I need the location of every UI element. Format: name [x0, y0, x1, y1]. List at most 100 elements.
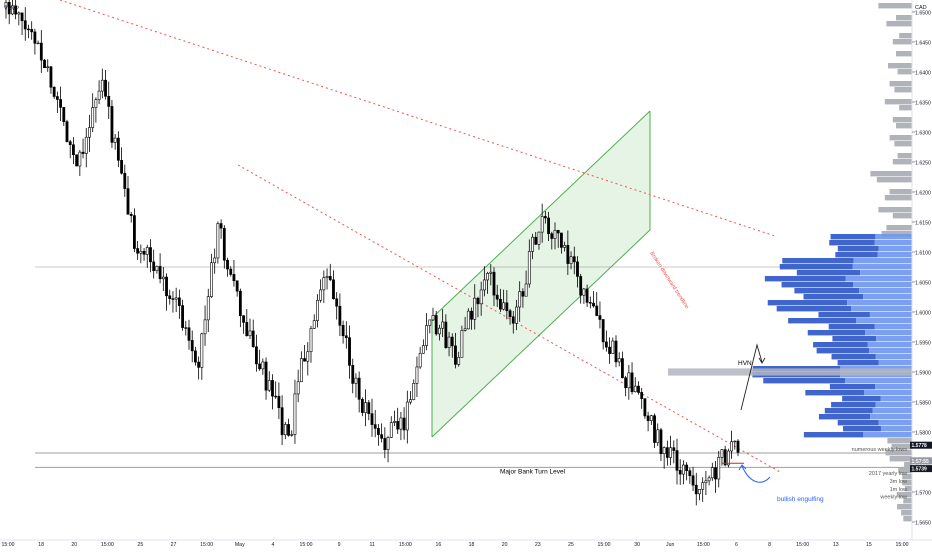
- volume-bar-73: [903, 516, 912, 522]
- price-tick-label: 1.6400: [915, 71, 931, 77]
- candle-body: [251, 330, 255, 348]
- volume-bar-21: [884, 195, 912, 201]
- candle-body: [277, 395, 281, 408]
- volume-bar-38-part: [851, 306, 912, 312]
- candle-body: [691, 475, 695, 486]
- candle-body: [720, 449, 724, 458]
- candle-body: [566, 245, 570, 264]
- volume-bar-32: [796, 270, 861, 276]
- volume-bar-3: [899, 33, 912, 39]
- price-tick-label: 1.6200: [915, 191, 931, 197]
- candle-body: [402, 417, 406, 431]
- candle-body: [177, 297, 181, 306]
- volume-bar-43: [832, 336, 877, 342]
- time-tick-label: 13: [833, 542, 839, 548]
- time-tick-label: 6: [735, 542, 738, 548]
- candle-body: [399, 417, 403, 430]
- volume-bar-45-part: [869, 348, 912, 354]
- candle-body: [133, 215, 136, 249]
- volume-bar-53-part: [880, 396, 912, 402]
- volume-bar-38: [776, 306, 852, 312]
- candle-body: [563, 245, 567, 248]
- candle-body: [213, 257, 217, 264]
- candle-body: [608, 346, 611, 354]
- volume-bar-28-part: [878, 246, 912, 252]
- channel-upper-line: [431, 110, 651, 319]
- candle-body: [431, 315, 435, 321]
- volume-bar-31-part: [852, 264, 912, 270]
- volume-bar-36: [803, 294, 864, 300]
- volume-bar-6: [888, 63, 912, 69]
- candle-body: [604, 341, 608, 348]
- candle-body: [7, 2, 11, 15]
- volume-bar-40: [788, 318, 857, 324]
- candle-body: [20, 12, 24, 22]
- candle-body: [360, 398, 364, 413]
- candle-body: [65, 121, 69, 142]
- candle-body: [290, 434, 294, 436]
- candle-body: [206, 296, 210, 321]
- candle-body: [309, 328, 313, 353]
- volume-bar-30: [782, 258, 854, 264]
- price-tag-label-0: 1.5778: [912, 443, 928, 449]
- candle-body: [412, 383, 416, 400]
- candle-body: [171, 298, 175, 300]
- volume-bar-41: [828, 324, 875, 330]
- volume-bar-35-part: [859, 288, 912, 294]
- candle-body: [662, 447, 666, 455]
- candle-body: [351, 365, 355, 384]
- candle-body: [245, 322, 249, 337]
- candle-body: [174, 297, 178, 300]
- candle-body: [332, 279, 335, 300]
- candle-body: [328, 276, 332, 281]
- candle-body: [149, 247, 152, 263]
- candle-body: [659, 429, 663, 455]
- candle-body: [682, 464, 685, 475]
- candle-body: [614, 340, 618, 363]
- candle-body: [540, 216, 544, 233]
- bullish-engulfing-label: bullish engulfing: [777, 496, 824, 503]
- candle-body: [643, 398, 647, 417]
- volume-bar-55: [824, 408, 873, 414]
- volume-bar-72: [901, 510, 912, 516]
- candle-body: [354, 377, 358, 384]
- price-tick-label: 1.6000: [915, 311, 931, 317]
- volume-bar-26: [830, 234, 876, 240]
- volume-bar-36-part: [863, 294, 912, 300]
- price-tag-label-1: 1:57:55: [912, 459, 929, 465]
- candle-body: [62, 107, 66, 122]
- candle-body: [637, 385, 640, 393]
- candle-body: [46, 66, 50, 69]
- volume-bar-39-part: [869, 312, 912, 318]
- volume-bar-18: [870, 171, 912, 177]
- candle-body: [389, 422, 393, 438]
- volume-bar-7: [897, 69, 912, 75]
- time-tick-label: 15:00: [2, 542, 15, 548]
- candle-body: [255, 346, 258, 365]
- volume-bar-43-part: [876, 336, 912, 342]
- candle-body: [280, 407, 284, 436]
- candle-body: [717, 456, 721, 480]
- candle-body: [84, 136, 88, 154]
- candle-body: [396, 421, 400, 430]
- candle-body: [640, 392, 644, 399]
- three-month-low-label: 3m low: [890, 479, 907, 485]
- candle-body: [229, 268, 233, 275]
- candle-body: [319, 289, 323, 301]
- candle-body: [306, 351, 310, 362]
- candle-body: [495, 294, 499, 300]
- currency-label: CAD: [915, 5, 927, 11]
- candle-body: [576, 261, 579, 277]
- time-tick-label: Jun: [666, 542, 674, 548]
- time-tick-label: 4: [271, 542, 274, 548]
- candle-body: [197, 361, 201, 368]
- candle-body: [499, 298, 502, 310]
- volume-bar-56: [818, 414, 871, 420]
- volume-bar-64: [904, 462, 912, 468]
- candle-body: [710, 467, 714, 479]
- price-tick-label: 1.6150: [915, 221, 931, 227]
- volume-bar-8: [889, 81, 912, 87]
